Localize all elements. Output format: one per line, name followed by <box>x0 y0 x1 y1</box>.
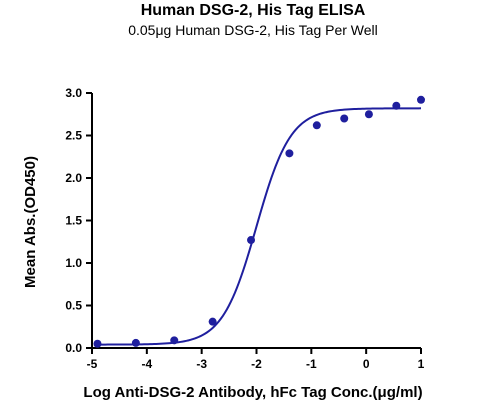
data-point <box>392 101 401 110</box>
data-point <box>131 338 140 347</box>
data-point <box>312 121 321 130</box>
x-axis-label: Log Anti-DSG-2 Antibody, hFc Tag Conc.(μ… <box>83 384 422 400</box>
x-tick-label: -3 <box>196 357 207 371</box>
x-tick-label: -5 <box>87 357 98 371</box>
y-tick-label: 1.5 <box>65 214 82 228</box>
data-points-layer <box>93 95 425 348</box>
y-tick-label: 2.5 <box>65 129 82 143</box>
data-point <box>340 114 349 123</box>
data-point <box>170 336 179 345</box>
x-axis: -5 -4 -3 -2 -1 0 1 <box>87 347 425 371</box>
y-axis: 0.0 0.5 1.0 1.5 2.0 2.5 3.0 <box>65 86 93 355</box>
data-point <box>247 236 256 245</box>
chart-title: Human DSG-2, His Tag ELISA <box>141 2 366 19</box>
fit-curve-layer <box>97 107 422 346</box>
y-tick-label: 3.0 <box>65 86 82 100</box>
x-tick-label: -4 <box>141 357 152 371</box>
x-tick-label: 1 <box>418 357 425 371</box>
y-tick-label: 0.5 <box>65 299 82 313</box>
data-point <box>364 110 373 119</box>
data-point <box>285 149 294 158</box>
x-tick-label: 0 <box>363 357 370 371</box>
chart-subtitle: 0.05μg Human DSG-2, His Tag Per Well <box>128 22 378 38</box>
y-axis-label: Mean Abs.(OD450) <box>22 156 39 288</box>
y-tick-label: 2.0 <box>65 171 82 185</box>
y-tick-label: 1.0 <box>65 256 82 270</box>
y-tick-label: 0.0 <box>65 341 82 355</box>
data-point <box>208 317 217 326</box>
data-point <box>93 339 102 348</box>
x-tick-label: -1 <box>306 357 317 371</box>
data-point <box>417 95 425 104</box>
fit-curve <box>97 107 422 346</box>
x-tick-label: -2 <box>251 357 262 371</box>
